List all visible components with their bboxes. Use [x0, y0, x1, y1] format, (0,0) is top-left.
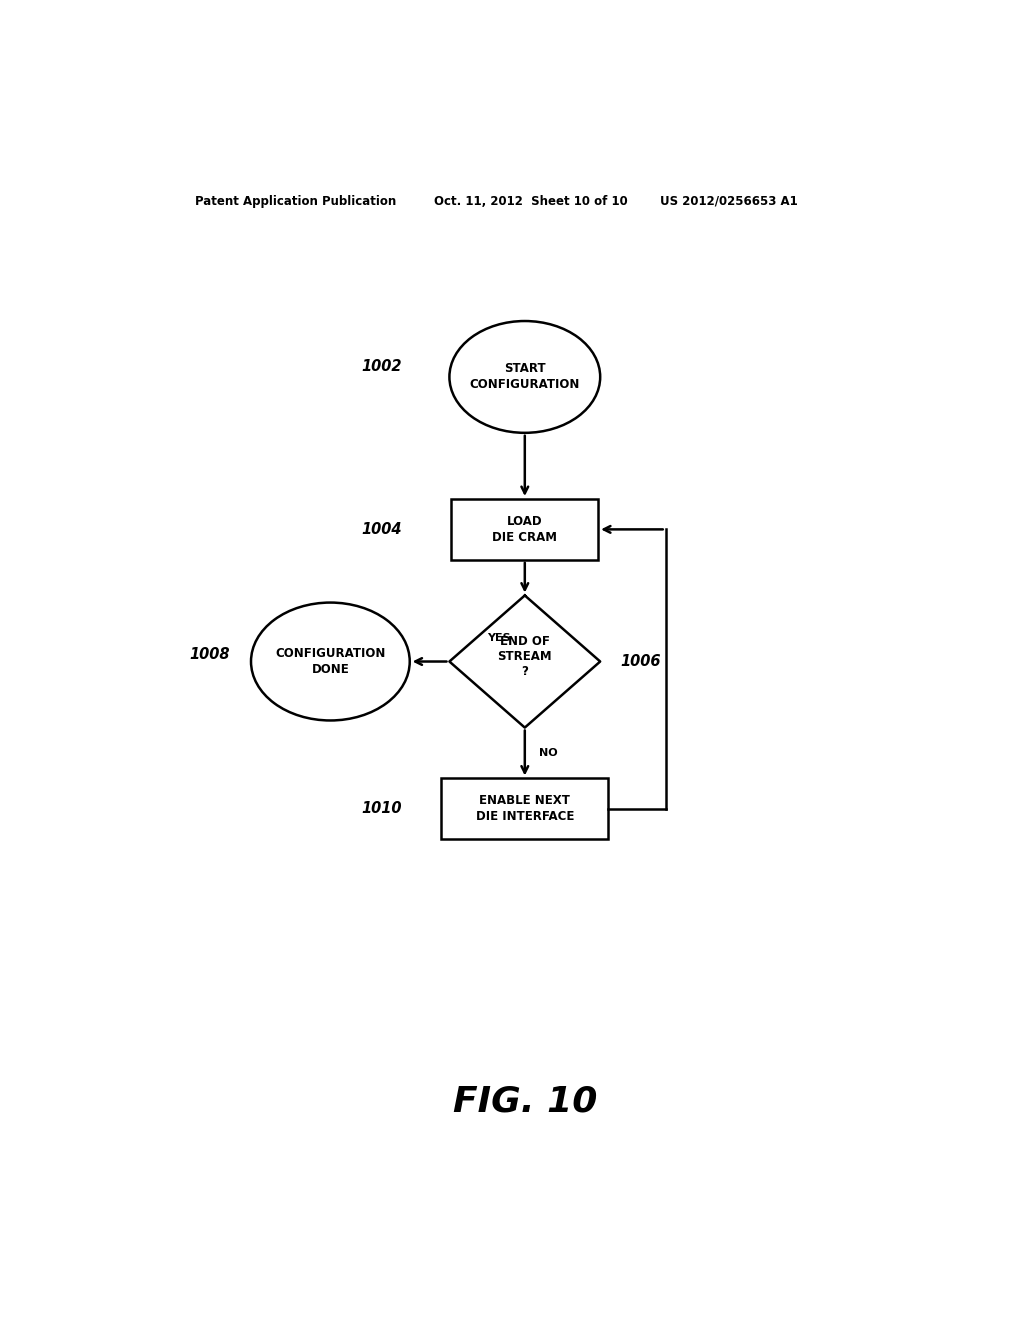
Text: START
CONFIGURATION: START CONFIGURATION: [470, 363, 580, 392]
Bar: [441, 779, 608, 840]
Text: YES: YES: [486, 634, 510, 643]
Ellipse shape: [251, 602, 410, 721]
Text: 1008: 1008: [189, 647, 229, 661]
Text: 1002: 1002: [361, 359, 401, 375]
Text: NO: NO: [539, 748, 558, 758]
Text: 1006: 1006: [620, 653, 660, 669]
Text: LOAD
DIE CRAM: LOAD DIE CRAM: [493, 515, 557, 544]
Bar: [452, 499, 598, 560]
Ellipse shape: [450, 321, 600, 433]
Polygon shape: [450, 595, 600, 727]
Text: Oct. 11, 2012  Sheet 10 of 10: Oct. 11, 2012 Sheet 10 of 10: [433, 194, 628, 207]
Text: CONFIGURATION
DONE: CONFIGURATION DONE: [275, 647, 386, 676]
Text: 1004: 1004: [361, 521, 401, 537]
Text: 1010: 1010: [361, 801, 401, 816]
Text: FIG. 10: FIG. 10: [453, 1085, 597, 1118]
Text: ENABLE NEXT
DIE INTERFACE: ENABLE NEXT DIE INTERFACE: [475, 795, 574, 824]
Text: END OF
STREAM
?: END OF STREAM ?: [498, 635, 552, 678]
Text: Patent Application Publication: Patent Application Publication: [196, 194, 396, 207]
Text: US 2012/0256653 A1: US 2012/0256653 A1: [659, 194, 798, 207]
